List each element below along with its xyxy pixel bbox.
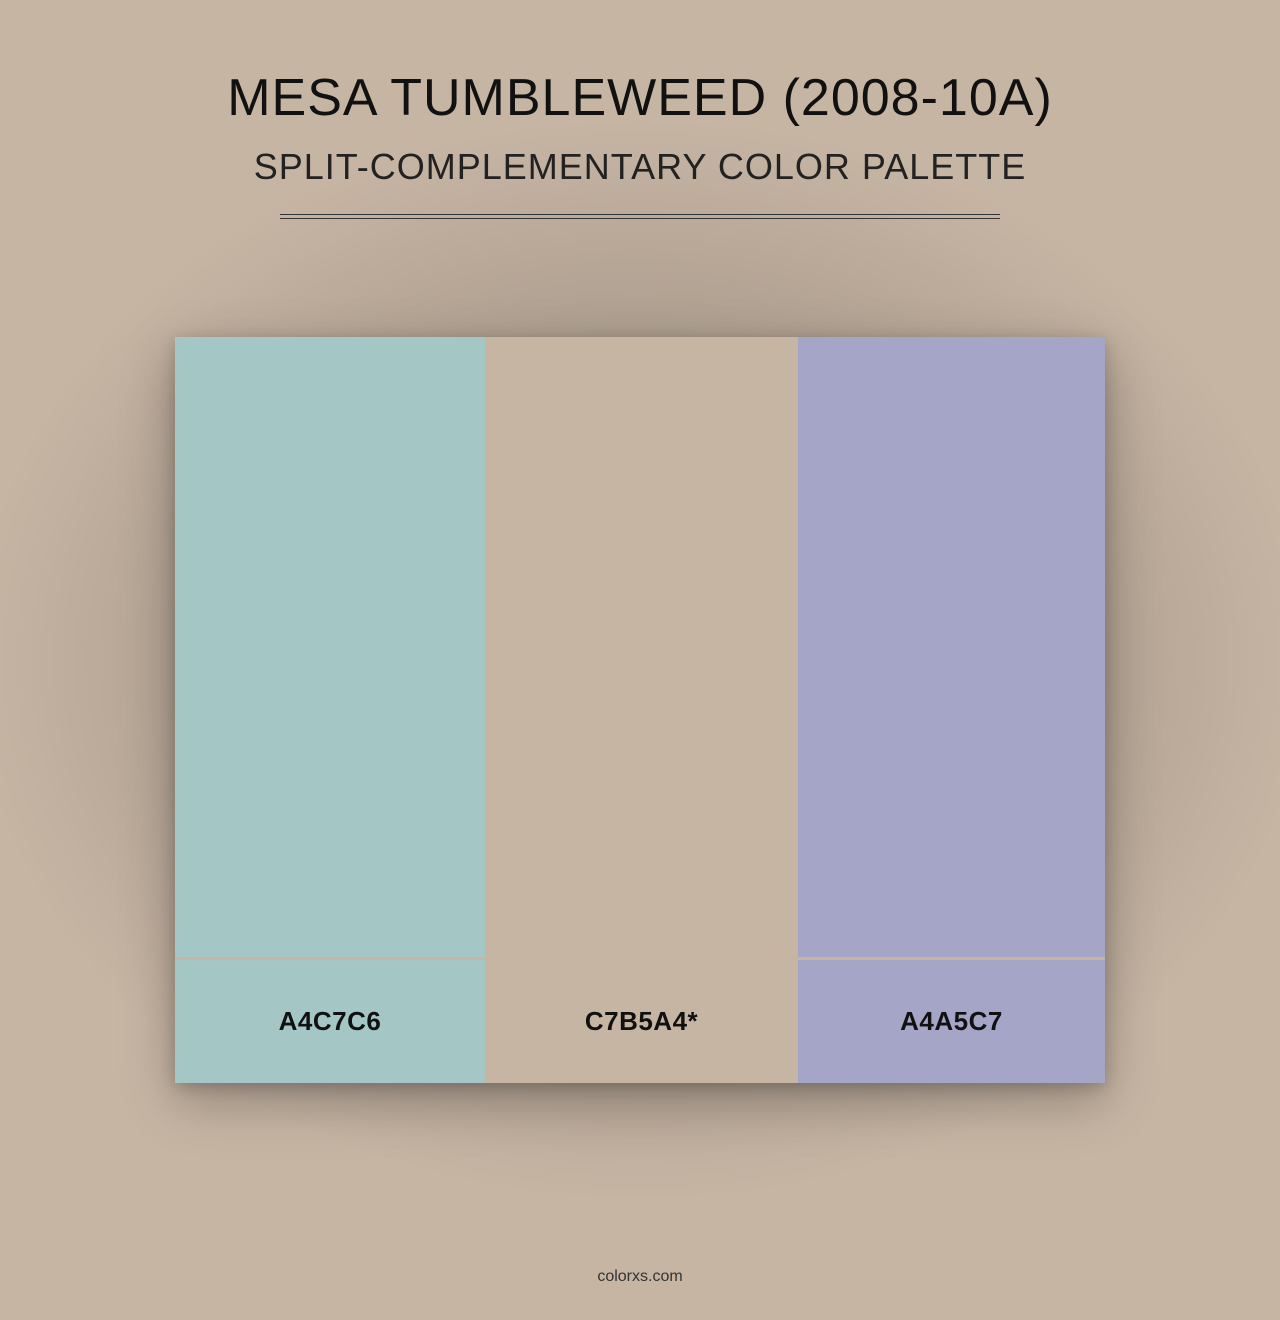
content-wrapper: MESA TUMBLEWEED (2008-10A) SPLIT-COMPLEM…: [0, 0, 1280, 1320]
palette-subtitle: SPLIT-COMPLEMENTARY COLOR PALETTE: [254, 146, 1027, 188]
swatch-label: A4A5C7: [795, 957, 1105, 1083]
header-divider: [280, 214, 1000, 219]
swatch-column: C7B5A4*: [485, 337, 795, 1083]
swatch-label: C7B5A4*: [485, 957, 795, 1083]
color-swatch: [795, 337, 1105, 957]
color-swatch: [485, 337, 795, 957]
palette-title: MESA TUMBLEWEED (2008-10A): [227, 68, 1053, 128]
swatch-column: A4C7C6: [175, 337, 485, 1083]
color-swatch: [175, 337, 485, 957]
swatch-label: A4C7C6: [175, 957, 485, 1083]
swatch-column: A4A5C7: [795, 337, 1105, 1083]
attribution-text: colorxs.com: [0, 1268, 1280, 1286]
palette-card: A4C7C6C7B5A4*A4A5C7: [175, 337, 1105, 1083]
